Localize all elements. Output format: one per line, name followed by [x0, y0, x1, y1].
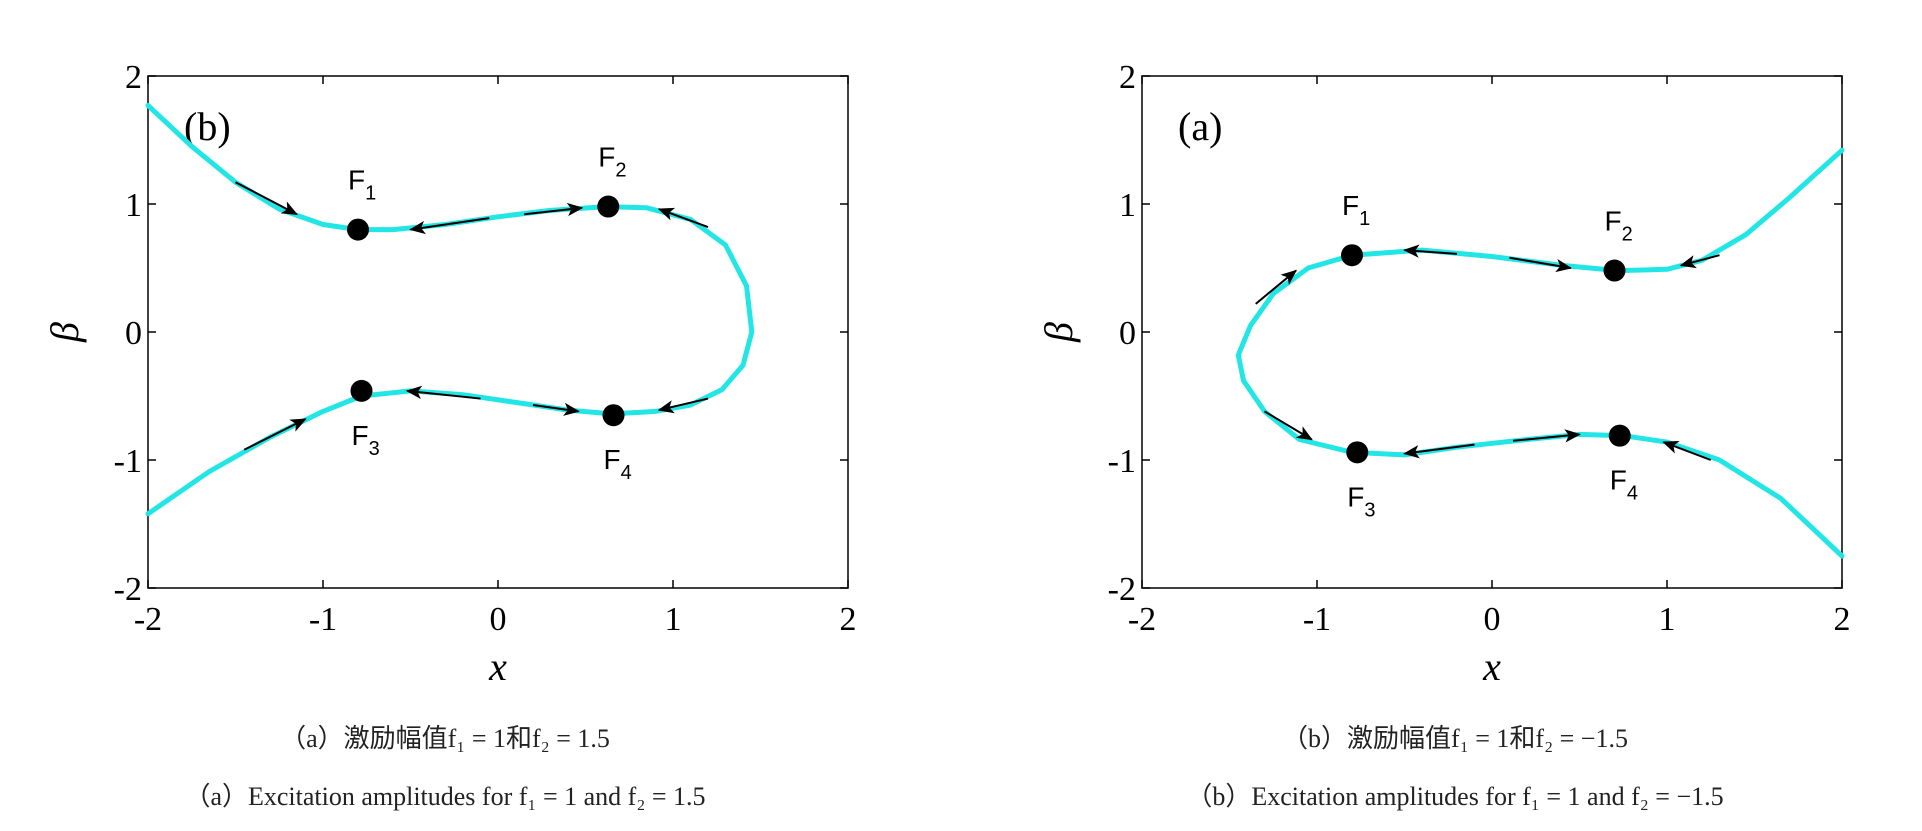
y-tick-label: -2: [1108, 571, 1136, 608]
panel-label: (a): [1178, 104, 1222, 149]
flow-arrow: [409, 217, 490, 235]
y-tick-label: 2: [1119, 59, 1136, 96]
y-tick-label: 1: [125, 187, 142, 224]
flow-arrow: [1512, 429, 1581, 443]
flow-arrow: [657, 397, 709, 414]
y-tick-label: -2: [114, 571, 142, 608]
fixed-point-F3: [1346, 441, 1369, 464]
x-axis-label: x: [488, 644, 507, 689]
fixed-point-label: F3: [1347, 481, 1375, 521]
x-tick-label: 2: [1834, 601, 1851, 638]
flow-arrow: [243, 418, 307, 451]
y-axis-label: β: [42, 322, 87, 343]
flow-arrow: [1255, 269, 1298, 305]
flow-arrow: [1263, 410, 1313, 441]
x-tick-label: -1: [1303, 601, 1331, 638]
x-tick-label: -2: [134, 601, 162, 638]
fixed-point-label: F2: [1605, 206, 1633, 246]
y-tick-label: 1: [1119, 187, 1136, 224]
y-tick-label: -1: [114, 443, 142, 480]
y-tick-label: 0: [125, 315, 142, 352]
caption-right-english: （b）Excitation amplitudes for f₁ = 1 and …: [1186, 782, 1724, 811]
y-tick-label: -1: [1108, 443, 1136, 480]
x-tick-label: 0: [490, 601, 507, 638]
x-tick-label: -2: [1128, 601, 1156, 638]
flow-arrow: [235, 181, 298, 216]
flow-arrow: [1403, 244, 1458, 258]
caption-left-english: （a）Excitation amplitudes for f₁ = 1 and …: [184, 782, 706, 811]
trajectory-curve-1: [1235, 147, 1845, 559]
panel-label: (b): [184, 104, 231, 149]
fixed-point-F1: [1341, 244, 1363, 267]
fixed-point-F2: [1603, 259, 1626, 282]
fixed-point-label: F4: [604, 444, 632, 484]
chart-panel-1: -2 -1 0 1 2 2 1 0 -1 -2 x β (b) F1 F2 F3 F4: [42, 59, 857, 689]
fixed-point-label: F2: [598, 142, 626, 182]
flow-arrow: [1403, 443, 1475, 459]
caption-left-chinese: （a）激励幅值f₁ = 1和f₂ = 1.5: [280, 724, 610, 753]
x-axis-label: x: [1482, 644, 1501, 689]
caption-right-chinese: （b）激励幅值f₁ = 1和f₂ = −1.5: [1282, 724, 1628, 753]
x-tick-label: 1: [665, 601, 682, 638]
x-tick-label: -1: [309, 601, 337, 638]
flow-arrow: [1662, 441, 1712, 461]
fixed-point-F4: [1608, 424, 1631, 447]
flow-arrow: [657, 207, 709, 228]
x-tick-label: 2: [840, 601, 857, 638]
fixed-point-F2: [597, 195, 620, 218]
x-tick-label: 1: [1659, 601, 1676, 638]
x-tick-label: 0: [1484, 601, 1501, 638]
plot-frame: [147, 75, 849, 589]
fixed-point-label: F1: [1342, 190, 1370, 230]
fixed-point-F1: [347, 218, 369, 241]
flow-arrow: [1679, 254, 1720, 269]
fixed-point-label: F4: [1610, 465, 1638, 505]
fixed-point-label: F1: [348, 165, 376, 205]
flow-arrow: [524, 202, 584, 217]
fixed-point-F3: [350, 379, 373, 402]
fixed-point-F4: [602, 404, 625, 427]
y-axis-label: β: [1036, 322, 1081, 343]
flow-arrow: [405, 385, 481, 400]
trajectory-curve-1: [145, 102, 755, 517]
flow-arrow: [1509, 256, 1573, 273]
chart-panel-2: -2 -1 0 1 2 2 1 0 -1 -2 x β (a) F1 F2 F3 F4: [1036, 59, 1851, 689]
fixed-point-label: F3: [352, 420, 380, 460]
y-tick-label: 2: [125, 59, 142, 96]
flow-arrow: [532, 402, 580, 416]
y-tick-label: 0: [1119, 315, 1136, 352]
